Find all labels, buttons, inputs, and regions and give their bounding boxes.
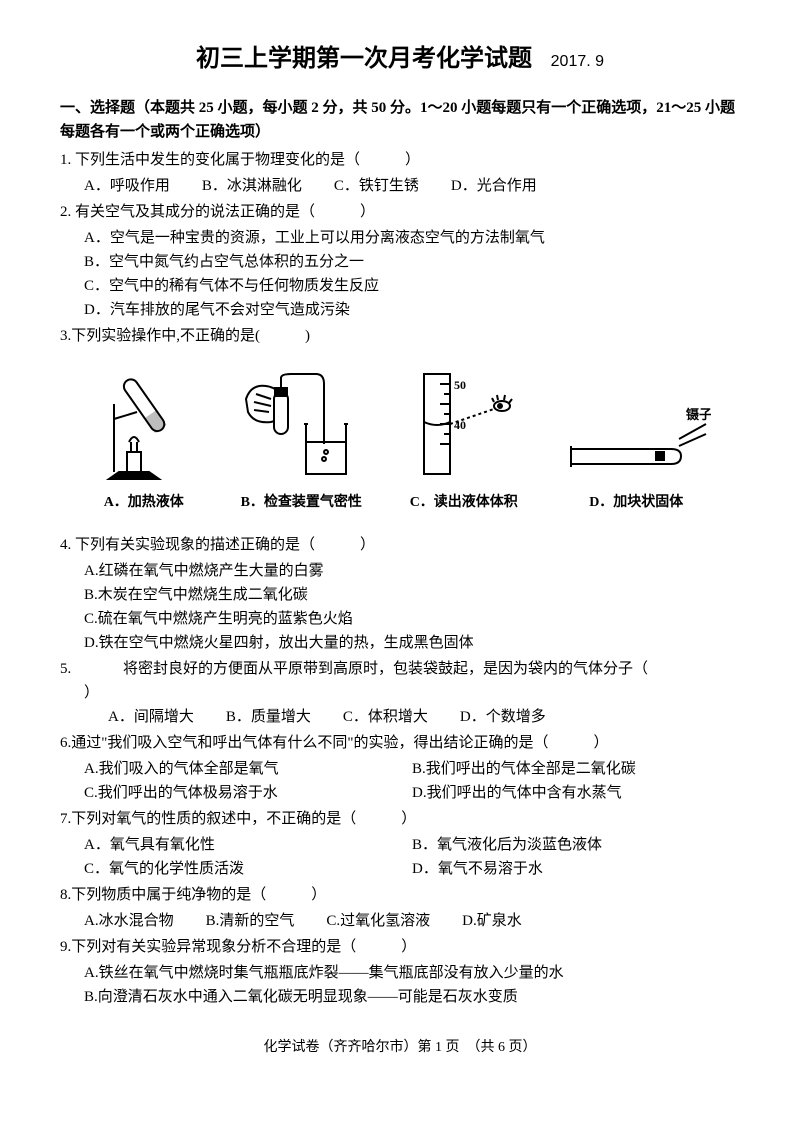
page-footer: 化学试卷（齐齐哈尔市）第 1 页 （共 6 页） xyxy=(60,1037,740,1059)
figure-d-caption: D．加块状固体 xyxy=(589,492,683,514)
q2-option-d: D．汽车排放的尾气不会对空气造成污染 xyxy=(84,298,740,322)
figure-b-caption: B．检查装置气密性 xyxy=(241,492,362,514)
q2-option-a: A．空气是一种宝贵的资源，工业上可以用分离液态空气的方法制氧气 xyxy=(84,226,740,250)
q7-options: A．氧气具有氧化性 B．氧气液化后为淡蓝色液体 C．氧气的化学性质活泼 D．氧气… xyxy=(60,833,740,881)
q7-option-d: D．氧气不易溶于水 xyxy=(412,857,740,881)
q8-option-d: D.矿泉水 xyxy=(462,909,522,933)
question-1: 1. 下列生活中发生的变化属于物理变化的是（ ） A．呼吸作用 B．冰淇淋融化 … xyxy=(60,148,740,198)
page-title: 初三上学期第一次月考化学试题 2017. 9 xyxy=(60,40,740,78)
q2-option-b: B．空气中氮气约占空气总体积的五分之一 xyxy=(84,250,740,274)
question-3: 3.下列实验操作中,不正确的是( ) xyxy=(60,324,740,514)
svg-text:50: 50 xyxy=(454,378,466,392)
q6-text: 6.通过"我们吸入空气和呼出气体有什么不同"的实验，得出结论正确的是（ ） xyxy=(60,731,740,755)
q6-option-a: A.我们吸入的气体全部是氧气 xyxy=(84,757,412,781)
q4-text: 4. 下列有关实验现象的描述正确的是（ ） xyxy=(60,533,740,557)
q5-options: A．间隔增大 B．质量增大 C．体积增大 D．个数增多 xyxy=(60,705,740,729)
q1-option-d: D．光合作用 xyxy=(451,174,537,198)
question-5: 5. 将密封良好的方便面从平原带到高原时，包装袋鼓起，是因为袋内的气体分子（ ）… xyxy=(60,657,740,729)
q6-option-b: B.我们呼出的气体全部是二氧化碳 xyxy=(412,757,740,781)
q4-option-a: A.红磷在氧气中燃烧产生大量的白雾 xyxy=(84,559,740,583)
q3-figures: A．加热液体 xyxy=(60,364,740,514)
question-7: 7.下列对氧气的性质的叙述中，不正确的是（ ） A．氧气具有氧化性 B．氧气液化… xyxy=(60,807,740,881)
figure-c: 50 40 C．读出液体体积 xyxy=(404,364,524,514)
q7-text: 7.下列对氧气的性质的叙述中，不正确的是（ ） xyxy=(60,807,740,831)
q5-option-b: B．质量增大 xyxy=(226,705,311,729)
q2-text: 2. 有关空气及其成分的说法正确的是（ ） xyxy=(60,200,740,224)
figure-c-caption: C．读出液体体积 xyxy=(410,492,518,514)
q5-num: 5. xyxy=(60,661,71,677)
question-8: 8.下列物质中属于纯净物的是（ ） A.冰水混合物 B.清新的空气 C.过氧化氢… xyxy=(60,883,740,933)
figure-a-caption: A．加热液体 xyxy=(104,492,184,514)
q4-option-d: D.铁在空气中燃烧火星四射，放出大量的热，生成黑色固体 xyxy=(84,631,740,655)
title-date: 2017. 9 xyxy=(551,53,604,70)
q8-text: 8.下列物质中属于纯净物的是（ ） xyxy=(60,883,740,907)
q5-text: 将密封良好的方便面从平原带到高原时，包装袋鼓起，是因为袋内的气体分子（ xyxy=(75,661,648,677)
q2-options: A．空气是一种宝贵的资源，工业上可以用分离液态空气的方法制氧气 B．空气中氮气约… xyxy=(60,226,740,322)
q8-option-a: A.冰水混合物 xyxy=(84,909,174,933)
q1-options: A．呼吸作用 B．冰淇淋融化 C．铁钉生锈 D．光合作用 xyxy=(60,174,740,198)
question-2: 2. 有关空气及其成分的说法正确的是（ ） A．空气是一种宝贵的资源，工业上可以… xyxy=(60,200,740,322)
q6-options: A.我们吸入的气体全部是氧气 B.我们呼出的气体全部是二氧化碳 C.我们呼出的气… xyxy=(60,757,740,805)
q9-option-b: B.向澄清石灰水中通入二氧化碳无明显现象——可能是石灰水变质 xyxy=(84,985,740,1009)
q8-option-c: C.过氧化氢溶液 xyxy=(326,909,430,933)
q4-option-b: B.木炭在空气中燃烧生成二氧化碳 xyxy=(84,583,740,607)
title-text: 初三上学期第一次月考化学试题 xyxy=(196,45,532,72)
q7-option-b: B．氧气液化后为淡蓝色液体 xyxy=(412,833,740,857)
q5-option-a: A．间隔增大 xyxy=(108,705,194,729)
q9-option-a: A.铁丝在氧气中燃烧时集气瓶瓶底炸裂——集气瓶底部没有放入少量的水 xyxy=(84,961,740,985)
q7-option-c: C．氧气的化学性质活泼 xyxy=(84,857,412,881)
graduated-cylinder-icon: 50 40 xyxy=(404,364,524,484)
section-1-header: 一、选择题（本题共 25 小题，每小题 2 分，共 50 分。1～20 小题每题… xyxy=(60,96,740,144)
q5-text2: ） xyxy=(60,681,740,705)
q6-option-c: C.我们呼出的气体极易溶于水 xyxy=(84,781,412,805)
figure-b: B．检查装置气密性 xyxy=(236,364,366,514)
q8-options: A.冰水混合物 B.清新的空气 C.过氧化氢溶液 D.矿泉水 xyxy=(60,909,740,933)
question-4: 4. 下列有关实验现象的描述正确的是（ ） A.红磷在氧气中燃烧产生大量的白雾 … xyxy=(60,533,740,655)
q8-option-b: B.清新的空气 xyxy=(206,909,295,933)
q1-option-a: A．呼吸作用 xyxy=(84,174,170,198)
q5-option-d: D．个数增多 xyxy=(460,705,546,729)
tweezers-label: 镊子 xyxy=(685,407,711,422)
q3-text: 3.下列实验操作中,不正确的是( ) xyxy=(60,324,740,348)
figure-a: A．加热液体 xyxy=(89,364,199,514)
q1-option-c: C．铁钉生锈 xyxy=(334,174,419,198)
airtightness-icon xyxy=(236,364,366,484)
question-6: 6.通过"我们吸入空气和呼出气体有什么不同"的实验，得出结论正确的是（ ） A.… xyxy=(60,731,740,805)
q9-options: A.铁丝在氧气中燃烧时集气瓶瓶底炸裂——集气瓶底部没有放入少量的水 B.向澄清石… xyxy=(60,961,740,1009)
q7-option-a: A．氧气具有氧化性 xyxy=(84,833,412,857)
figure-d: 镊子 D．加块状固体 xyxy=(561,404,711,514)
q5-option-c: C．体积增大 xyxy=(343,705,428,729)
q4-option-c: C.硫在氧气中燃烧产生明亮的蓝紫色火焰 xyxy=(84,607,740,631)
q2-option-c: C．空气中的稀有气体不与任何物质发生反应 xyxy=(84,274,740,298)
add-solid-icon: 镊子 xyxy=(561,404,711,484)
heating-liquid-icon xyxy=(89,364,199,484)
q6-option-d: D.我们呼出的气体中含有水蒸气 xyxy=(412,781,740,805)
q4-options: A.红磷在氧气中燃烧产生大量的白雾 B.木炭在空气中燃烧生成二氧化碳 C.硫在氧… xyxy=(60,559,740,655)
q1-option-b: B．冰淇淋融化 xyxy=(202,174,302,198)
question-9: 9.下列对有关实验异常现象分析不合理的是（ ） A.铁丝在氧气中燃烧时集气瓶瓶底… xyxy=(60,935,740,1009)
q1-text: 1. 下列生活中发生的变化属于物理变化的是（ ） xyxy=(60,148,740,172)
q9-text: 9.下列对有关实验异常现象分析不合理的是（ ） xyxy=(60,935,740,959)
